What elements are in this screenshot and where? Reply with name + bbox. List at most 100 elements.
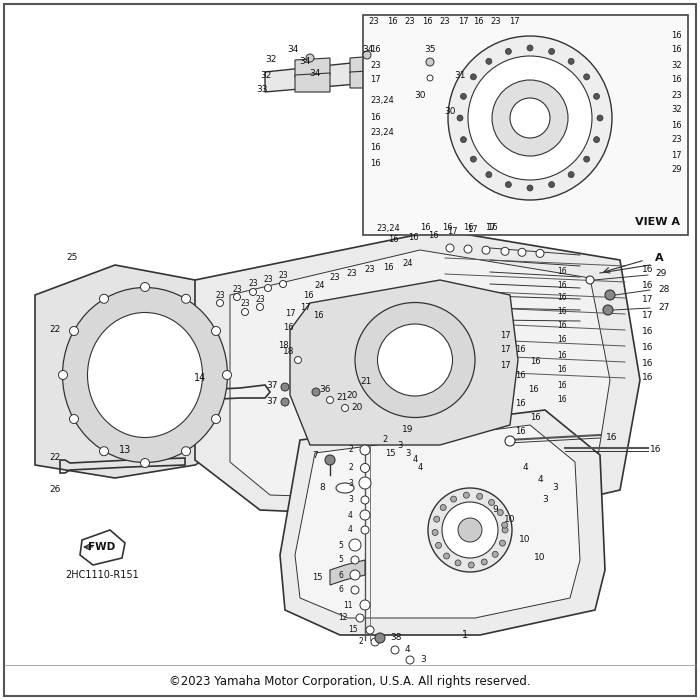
Text: 23: 23 xyxy=(248,279,258,288)
Text: 20: 20 xyxy=(351,403,363,412)
Circle shape xyxy=(69,414,78,424)
Circle shape xyxy=(312,388,320,396)
Text: 23: 23 xyxy=(215,290,225,300)
Text: 16: 16 xyxy=(643,265,654,274)
Circle shape xyxy=(481,559,487,565)
Text: 37: 37 xyxy=(266,398,278,407)
Circle shape xyxy=(527,185,533,191)
Circle shape xyxy=(432,529,438,536)
Text: 16: 16 xyxy=(557,365,567,375)
Circle shape xyxy=(468,562,474,568)
Text: 17: 17 xyxy=(484,223,496,232)
Polygon shape xyxy=(403,55,465,108)
Text: 10: 10 xyxy=(534,554,546,563)
Circle shape xyxy=(181,447,190,456)
Text: 2: 2 xyxy=(382,435,388,444)
Circle shape xyxy=(360,510,370,520)
Text: 16: 16 xyxy=(407,232,419,241)
Circle shape xyxy=(502,527,508,533)
Text: 3: 3 xyxy=(405,449,411,458)
Text: 5: 5 xyxy=(338,540,343,550)
Text: 16: 16 xyxy=(428,230,438,239)
Text: 22: 22 xyxy=(50,454,61,463)
Circle shape xyxy=(468,56,592,180)
Circle shape xyxy=(492,552,498,557)
Circle shape xyxy=(435,542,442,548)
Circle shape xyxy=(603,305,613,315)
Polygon shape xyxy=(35,265,255,478)
Text: 21: 21 xyxy=(360,377,372,386)
Text: 38: 38 xyxy=(390,634,402,643)
Circle shape xyxy=(477,494,482,499)
Text: 13: 13 xyxy=(119,445,131,455)
Text: 2: 2 xyxy=(349,445,353,454)
Text: ©2023 Yamaha Motor Corporation, U.S.A. All rights reserved.: ©2023 Yamaha Motor Corporation, U.S.A. A… xyxy=(169,676,531,689)
Text: 4: 4 xyxy=(348,526,353,535)
Circle shape xyxy=(489,499,494,505)
Ellipse shape xyxy=(88,312,202,438)
Text: 16: 16 xyxy=(370,113,381,122)
Text: 23: 23 xyxy=(370,60,381,69)
Circle shape xyxy=(492,80,568,156)
Text: 16: 16 xyxy=(463,223,473,232)
Circle shape xyxy=(281,398,289,406)
Text: 16: 16 xyxy=(557,395,567,405)
Circle shape xyxy=(605,290,615,300)
Text: 3: 3 xyxy=(420,655,426,664)
Text: 16: 16 xyxy=(514,372,525,381)
Text: 23,24: 23,24 xyxy=(376,223,400,232)
Text: 31: 31 xyxy=(454,71,466,80)
Text: 16: 16 xyxy=(557,281,567,290)
Text: 17: 17 xyxy=(370,76,381,85)
Text: 21: 21 xyxy=(336,393,348,402)
Text: 23: 23 xyxy=(491,18,501,27)
Circle shape xyxy=(446,244,454,252)
Text: 16: 16 xyxy=(643,344,654,353)
Circle shape xyxy=(181,294,190,303)
Circle shape xyxy=(375,633,385,643)
Polygon shape xyxy=(295,73,330,92)
Circle shape xyxy=(295,356,302,363)
Text: 29: 29 xyxy=(655,270,666,279)
Circle shape xyxy=(536,249,544,258)
Circle shape xyxy=(505,48,512,55)
Circle shape xyxy=(500,540,505,546)
Circle shape xyxy=(141,458,150,468)
Text: 16: 16 xyxy=(473,18,483,27)
Text: 4: 4 xyxy=(522,463,528,473)
Text: 7: 7 xyxy=(312,451,318,459)
Circle shape xyxy=(361,526,369,534)
Polygon shape xyxy=(330,560,365,585)
Text: 16: 16 xyxy=(606,433,617,442)
Circle shape xyxy=(211,326,220,335)
Circle shape xyxy=(363,51,371,59)
Text: 4: 4 xyxy=(348,510,353,519)
Text: 15: 15 xyxy=(312,573,322,582)
Text: 1: 1 xyxy=(462,630,468,640)
Text: 16: 16 xyxy=(643,328,654,337)
Circle shape xyxy=(448,36,612,200)
Text: 4: 4 xyxy=(412,456,418,465)
Circle shape xyxy=(510,98,550,138)
Text: 16: 16 xyxy=(557,381,567,389)
Text: 27: 27 xyxy=(658,304,669,312)
Circle shape xyxy=(463,492,469,498)
Circle shape xyxy=(99,447,108,456)
Circle shape xyxy=(597,115,603,121)
Text: 17: 17 xyxy=(643,295,654,304)
Text: 16: 16 xyxy=(528,386,538,395)
Text: 2: 2 xyxy=(358,638,363,647)
Text: 32: 32 xyxy=(265,55,276,64)
Circle shape xyxy=(306,54,314,62)
Text: 16: 16 xyxy=(421,18,433,27)
Text: 6: 6 xyxy=(338,570,343,580)
Text: 23: 23 xyxy=(330,274,340,283)
Text: 15: 15 xyxy=(349,626,358,634)
Circle shape xyxy=(360,445,370,455)
Text: 17: 17 xyxy=(285,309,295,318)
Text: 23: 23 xyxy=(232,284,241,293)
Circle shape xyxy=(256,304,263,311)
Text: VIEW A: VIEW A xyxy=(635,217,680,227)
Polygon shape xyxy=(403,88,460,132)
Ellipse shape xyxy=(377,324,452,396)
